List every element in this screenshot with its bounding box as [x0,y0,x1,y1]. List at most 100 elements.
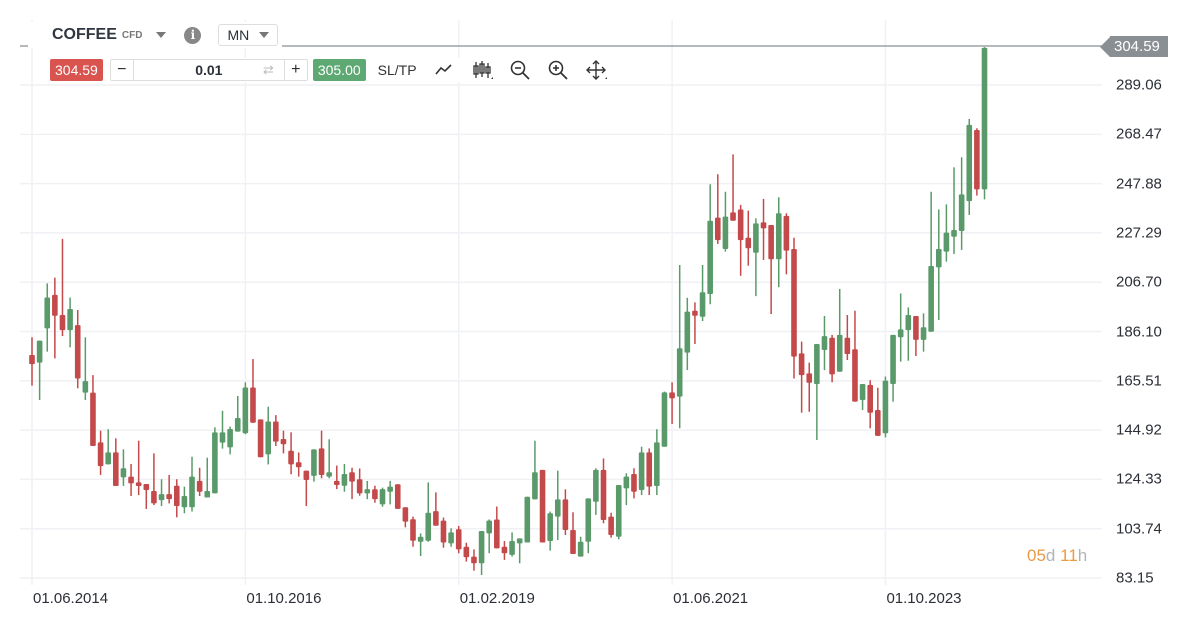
candle-body [905,315,912,331]
candle-body [36,340,43,363]
candle-body [631,473,637,492]
candle-up [943,204,950,262]
candle-up [448,528,454,547]
candle-body [715,217,721,241]
info-icon[interactable]: i [184,26,202,44]
candles [29,47,988,576]
quantity-stepper[interactable]: − 0.01 ⇄ + [109,59,308,81]
candle-body [554,499,561,517]
candle-down [562,489,569,536]
candle-body [463,546,470,558]
candle-body [608,516,614,536]
candle-down [539,469,546,543]
candle-body [448,532,454,544]
candle-up [676,264,683,429]
candle-body [250,387,256,423]
candle-down [737,204,744,276]
candle-body [509,541,515,555]
sell-button[interactable]: 304.59 [50,59,103,81]
y-tick-label: 144.92 [1116,421,1162,439]
candle-body [173,485,180,507]
candle-down [852,310,858,402]
y-tick-label: 186.10 [1116,323,1162,341]
candle-down [806,362,813,412]
candle-body [532,472,538,500]
y-tick-label: 268.47 [1116,125,1162,143]
chevron-down-icon [259,32,270,38]
chevron-down-icon[interactable] [156,32,167,38]
candle-body [974,129,980,190]
candle-up [722,191,729,252]
candle-body [151,490,157,504]
candle-down [433,492,439,526]
candle-down [128,463,134,497]
candle-body [227,428,233,448]
y-tick-label: 227.29 [1116,224,1162,242]
x-tick-label: 01.06.2014 [33,590,109,607]
candle-body [311,449,317,476]
candle-body [455,529,462,550]
candle-up [425,482,432,542]
candle-up [326,439,332,479]
candle-down [463,542,470,562]
candle-up [593,468,599,515]
quantity-input[interactable]: 0.01 ⇄ [132,60,285,80]
zoom-out-icon[interactable] [509,59,531,81]
instrument-type: CFD [121,29,143,41]
candle-body [372,489,378,500]
candle-body [897,329,904,338]
candle-up [951,167,957,254]
candle-body [303,470,310,480]
candle-up [486,519,492,554]
candle-body [524,496,531,543]
decrease-button[interactable]: − [117,61,127,78]
swap-icon[interactable]: ⇄ [262,62,274,77]
trade-toolbar: 304.59 − 0.01 ⇄ + 305.00 SL/TP [50,58,619,82]
candle-body [402,507,409,522]
timeframe-select[interactable]: MN [218,24,279,46]
buy-button[interactable]: 305.00 [312,59,366,81]
candle-body [684,311,691,353]
candle-up [615,484,622,540]
sl-tp-button[interactable]: SL/TP [377,62,417,78]
candle-body [707,220,713,294]
candle-up [379,487,386,507]
y-tick-label: 83.15 [1116,569,1154,587]
candle-down [280,430,287,454]
candle-body [951,230,957,237]
zoom-in-icon[interactable] [547,59,569,81]
candle-body [806,373,813,383]
price-tag-arrow [1100,36,1110,57]
candle-down [29,337,35,386]
candle-body [425,512,432,541]
candle-body [798,353,805,376]
symbol-name[interactable]: COFFEE [52,26,117,43]
candle-body [59,315,66,331]
timer-hours-unit: h [1077,546,1088,565]
move-icon[interactable] [585,59,607,81]
candle-body [501,546,508,554]
increase-button[interactable]: + [291,61,301,78]
candle-body [966,124,973,202]
candle-up [821,315,828,371]
candle-body [646,452,653,487]
candle-body [67,309,73,331]
candle-body [638,452,645,491]
candle-down [288,432,294,475]
candle-body [280,439,287,445]
candle-up [36,340,43,401]
candle-down [798,341,805,413]
candle-up [814,343,820,440]
candle-body [737,209,744,241]
candle-body [562,499,569,531]
candlestick-icon[interactable] [471,59,493,81]
candle-body [379,489,386,505]
line-chart-icon[interactable] [433,59,455,81]
candle-up [661,391,668,447]
candle-body [257,419,264,458]
candle-body [135,482,142,486]
candle-body [890,334,896,384]
candle-body [935,248,942,268]
candle-body [318,448,325,475]
